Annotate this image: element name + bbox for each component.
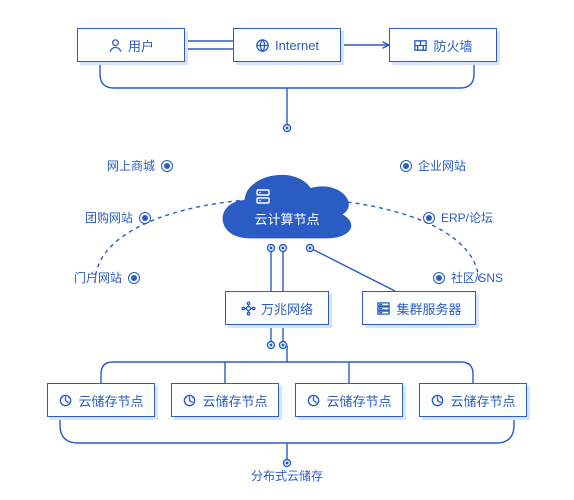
top-box-user-label: 用户	[128, 36, 154, 55]
storage-box-s1: 云储存节点	[47, 383, 155, 417]
mid-box-cluster-label: 集群服务器	[396, 299, 461, 318]
globe-icon	[255, 38, 270, 53]
top-box-firewall: 防火墙	[389, 28, 497, 62]
mid-box-tenGig: 万兆网络	[225, 291, 329, 325]
storage-box-s1-label: 云储存节点	[78, 391, 143, 410]
mid-box-cluster: 集群服务器	[362, 291, 476, 325]
storage-box-s2-label: 云储存节点	[202, 391, 267, 410]
cloud-compute-node: 云计算节点	[221, 168, 353, 248]
mid-box-tenGig-label: 万兆网络	[261, 299, 313, 318]
arc-label-mall-text: 网上商城	[107, 157, 155, 174]
storage-icon	[58, 393, 73, 408]
arc-label-corp-text: 企业网站	[418, 157, 466, 174]
connector-layer	[0, 0, 574, 500]
server-icon	[278, 188, 296, 206]
storage-box-s4-label: 云储存节点	[450, 391, 515, 410]
arc-label-mall: 网上商城	[0, 157, 173, 174]
storage-box-s4: 云储存节点	[419, 383, 527, 417]
arc-label-group: 团购网站	[0, 209, 151, 226]
storage-box-s2: 云储存节点	[171, 383, 279, 417]
storage-icon	[182, 393, 197, 408]
arc-label-corp: 企业网站	[400, 157, 466, 174]
arc-dot-mall	[161, 160, 173, 172]
storage-icon	[306, 393, 321, 408]
cloud-label: 云计算节点	[254, 209, 319, 228]
top-box-firewall-label: 防火墙	[433, 36, 472, 55]
arc-dot-portal	[128, 272, 140, 284]
arc-dot-group	[139, 212, 151, 224]
arc-label-group-text: 团购网站	[85, 209, 133, 226]
arc-label-sns-text: 社区/SNS	[451, 269, 503, 286]
bottom-summary-label: 分布式云储存	[0, 467, 574, 484]
cluster-icon	[376, 301, 391, 316]
top-box-user: 用户	[77, 28, 185, 62]
storage-icon	[430, 393, 445, 408]
arc-label-portal: 门户网站	[0, 269, 140, 286]
top-box-internet-label: Internet	[275, 38, 319, 53]
network-icon	[241, 301, 256, 316]
storage-box-s3: 云储存节点	[295, 383, 403, 417]
arc-label-portal-text: 门户网站	[74, 269, 122, 286]
firewall-icon	[413, 38, 428, 53]
diagram-root: { "type": "network-architecture-diagram"…	[0, 0, 574, 500]
arc-label-erp-text: ERP/论坛	[441, 209, 493, 226]
arc-dot-sns	[433, 272, 445, 284]
arc-dot-erp	[423, 212, 435, 224]
top-box-internet: Internet	[233, 28, 341, 62]
arc-label-erp: ERP/论坛	[423, 209, 493, 226]
user-icon	[108, 38, 123, 53]
storage-box-s3-label: 云储存节点	[326, 391, 391, 410]
arc-label-sns: 社区/SNS	[433, 269, 503, 286]
arc-dot-corp	[400, 160, 412, 172]
